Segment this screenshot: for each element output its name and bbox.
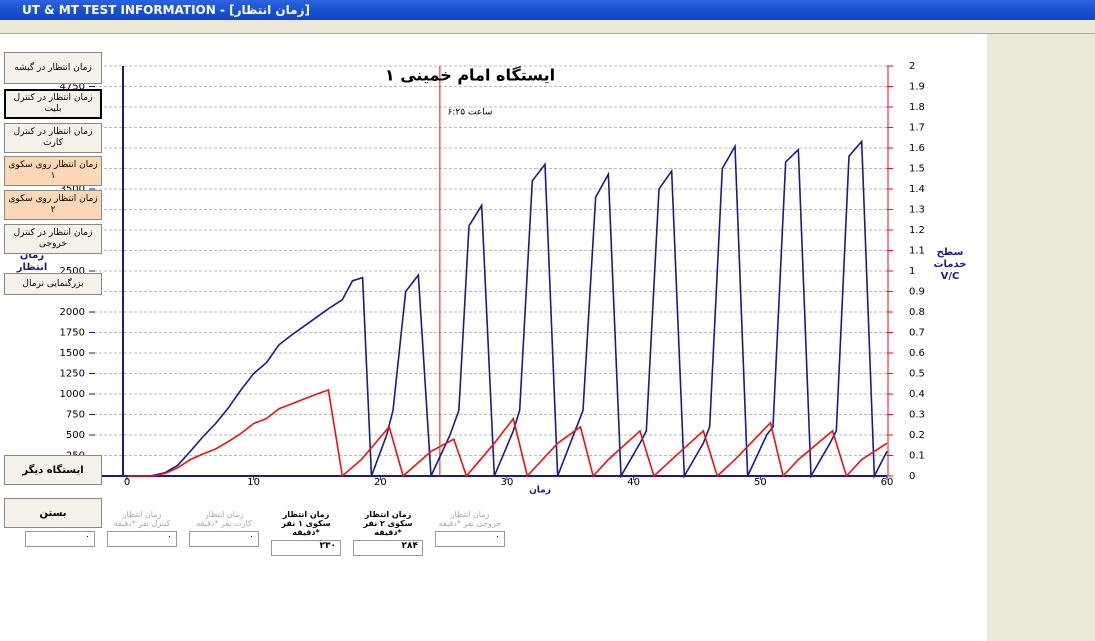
field: زمان انتظار سکوی ۱ نفر *دقیقه ۲۳۰: [271, 510, 341, 556]
text-box[interactable]: ۰: [107, 531, 177, 547]
title-bar: UT & MT TEST INFORMATION - [زمان انتظار]: [0, 0, 1095, 20]
button[interactable]: زمان انتظار روی سکوی ۱: [4, 156, 102, 186]
axis-label: سطح خدمات V/C: [934, 247, 967, 282]
button[interactable]: زمان انتظار در کنترل خروجی: [4, 224, 102, 254]
y-tick-label: 500: [66, 430, 85, 441]
y-tick-label: 750: [66, 410, 85, 421]
y2-tick-label: 1: [909, 266, 915, 277]
y2-tick-label: 1.8: [909, 102, 925, 113]
y2-tick-label: 0.1: [909, 451, 925, 462]
field-label: خروجی نفر *دقیقه: [438, 519, 502, 528]
x-tick-label: 60: [881, 477, 894, 488]
field: زمان انتظار سکوی ۲ نفر *دقیقه ۲۸۴: [353, 510, 423, 556]
field: زمان انتظار کارت نفر *دقیقه ۰: [189, 510, 259, 547]
y-tick-label: 1000: [60, 389, 85, 400]
text-box[interactable]: ۲۸۴: [353, 540, 423, 556]
y2-tick-label: 1.5: [909, 164, 925, 175]
series-line: [127, 388, 888, 478]
y-tick-label: 2000: [60, 307, 85, 318]
button[interactable]: زمان انتظار در گیشه: [4, 52, 102, 84]
field-label: زمان انتظار: [122, 510, 162, 519]
y-tick-label: 3500: [60, 184, 85, 195]
y2-tick-label: 1.2: [909, 225, 925, 236]
y2-tick-label: 0.9: [909, 287, 925, 298]
x-tick-label: 50: [754, 477, 767, 488]
y2-tick-label: 1.4: [909, 184, 925, 195]
field-label: سکوی ۲ نفر *دقیقه: [363, 519, 413, 537]
field-label: کنترل نفر *دقیقه: [113, 519, 171, 528]
text-box[interactable]: ۰: [25, 531, 95, 547]
button[interactable]: زمان انتظار در کنترل کارت: [4, 123, 102, 153]
field: زمان انتظار کنترل نفر *دقیقه ۰: [107, 510, 177, 547]
y2-tick-label: 1.1: [909, 246, 925, 257]
button[interactable]: ایستگاه دیگر: [4, 455, 102, 485]
x-axis-label: زمان: [529, 486, 551, 496]
y2-tick-label: 0.4: [909, 389, 925, 400]
y-tick-label: 1500: [60, 348, 85, 359]
field-label: زمان انتظار: [450, 510, 490, 519]
field-label: کارت نفر *دقیقه: [196, 519, 252, 528]
text-box[interactable]: ۰: [435, 531, 505, 547]
x-tick-label: 10: [247, 477, 260, 488]
y2-tick-label: 0.5: [909, 369, 925, 380]
y2-tick-label: 0.2: [909, 430, 925, 441]
button[interactable]: بستن: [4, 498, 102, 528]
field: زمان انتظار خروجی نفر *دقیقه ۰: [435, 510, 505, 547]
y-tick-label: 1250: [60, 369, 85, 380]
y2-tick-label: 1.6: [909, 143, 925, 154]
y2-tick-label: 0: [909, 471, 915, 482]
y2-tick-label: 1.7: [909, 123, 925, 134]
text-box[interactable]: ۰: [189, 531, 259, 547]
series-line: [149, 139, 888, 480]
y-tick-label: 1750: [60, 328, 85, 339]
side-panel: [987, 34, 1095, 641]
field-label: سکوی ۱ نفر *دقیقه: [281, 519, 331, 537]
y2-tick-label: 2: [909, 61, 915, 72]
y2-tick-label: 1.9: [909, 82, 925, 93]
x-tick-label: 20: [374, 477, 387, 488]
y2-tick-label: 0.3: [909, 410, 925, 421]
y2-tick-label: 0.8: [909, 307, 925, 318]
annotation: ساعت ۶:۲۵: [448, 108, 493, 118]
field-label: زمان انتظار: [364, 510, 412, 519]
x-tick-label: 0: [124, 477, 130, 488]
y2-tick-label: 1.3: [909, 205, 925, 216]
field-label: زمان انتظار: [282, 510, 330, 519]
chart-title: ایستگاه امام خمینی ۱: [385, 66, 555, 85]
field-label: زمان انتظار: [204, 510, 244, 519]
x-tick-label: 40: [627, 477, 640, 488]
text-box[interactable]: ۲۳۰: [271, 540, 341, 556]
y-tick-label: 2500: [60, 266, 85, 277]
x-tick-label: 30: [501, 477, 514, 488]
button[interactable]: بزرگنمایی نرمال: [4, 273, 102, 295]
button[interactable]: زمان انتظار در کنترل بلیت: [4, 89, 102, 119]
y2-tick-label: 0.6: [909, 348, 925, 359]
y2-tick-label: 0.7: [909, 328, 925, 339]
y-tick-label: 4750: [60, 82, 85, 93]
button[interactable]: زمان انتظار روی سکوی ۲: [4, 190, 102, 220]
menu-bar: [0, 20, 1095, 34]
